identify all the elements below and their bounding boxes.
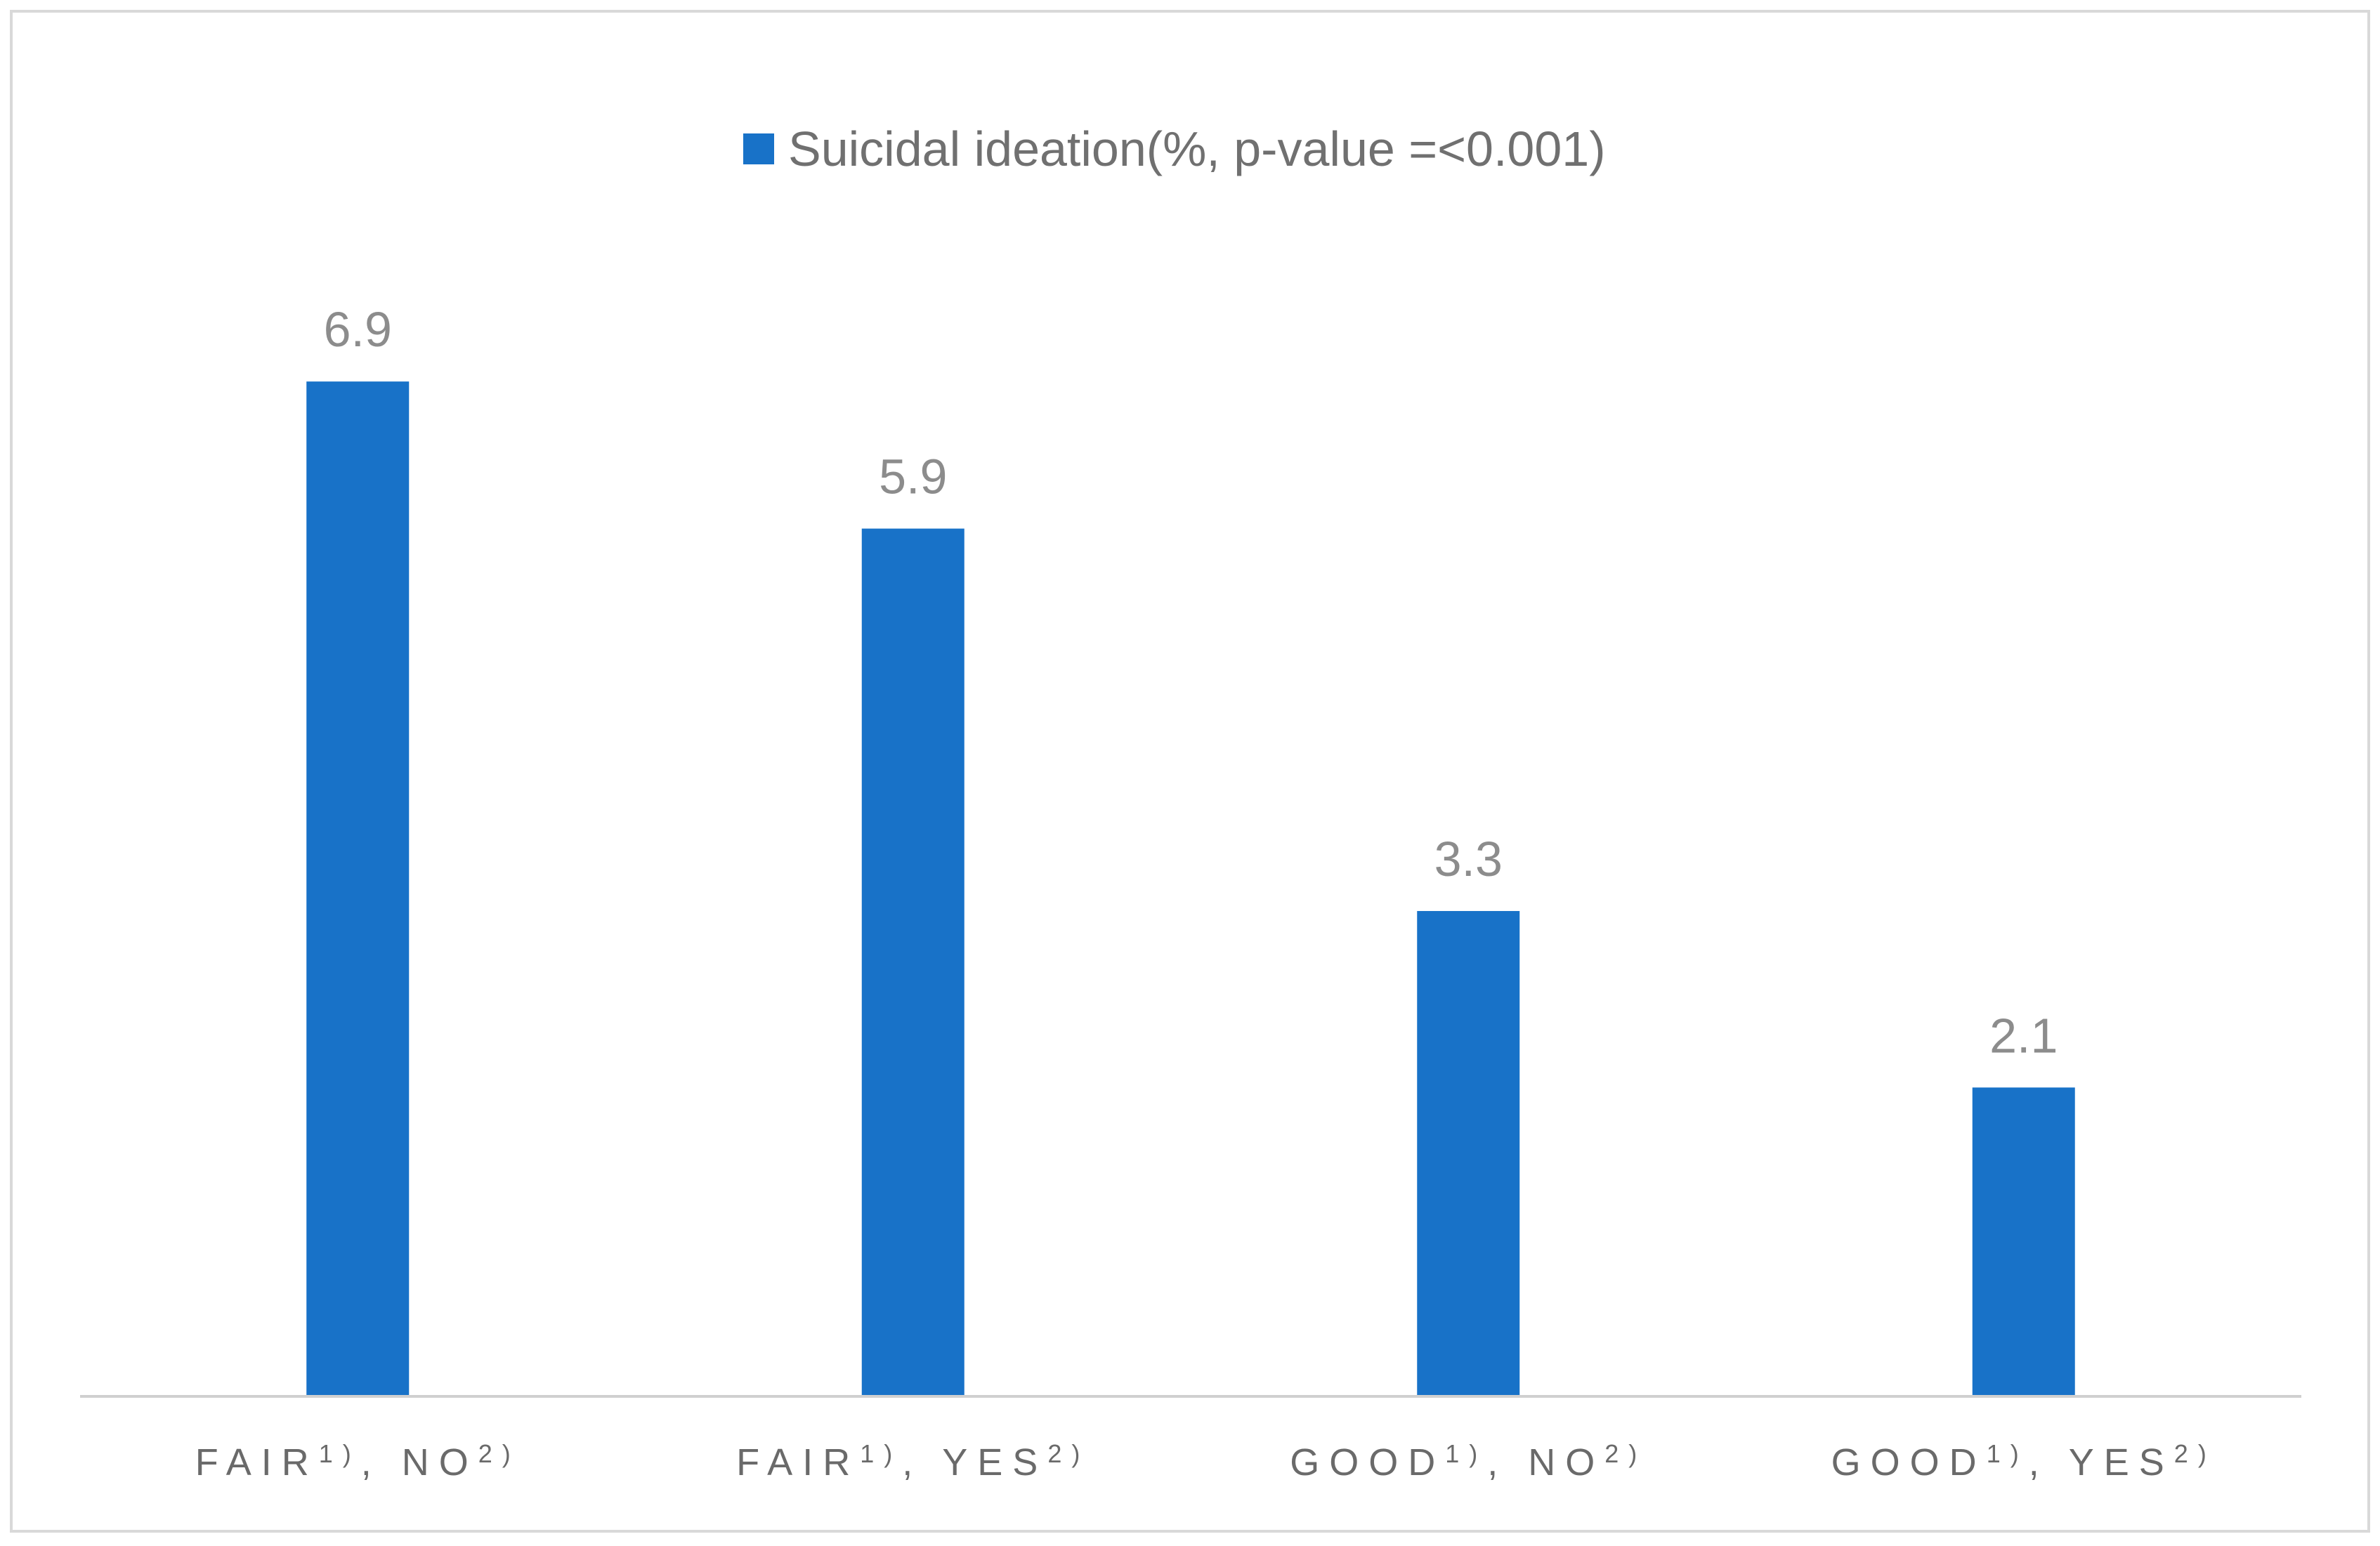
x-tick-label-4-sep: , <box>2029 1441 2069 1483</box>
legend: Suicidal ideation(%, p-value =<0.001) <box>743 122 1606 176</box>
data-label-3: 3.3 <box>1434 832 1503 886</box>
x-tick-label-1-sep: , <box>361 1441 402 1483</box>
x-tick-label-2: FAIR1), YES2) <box>736 1439 1090 1483</box>
bar-4 <box>1972 1087 2075 1396</box>
legend-label: Suicidal ideation(%, p-value =<0.001) <box>788 122 1606 176</box>
x-tick-label-3-label: GOOD <box>1290 1441 1445 1483</box>
x-tick-label-1-sup2: 2) <box>478 1439 521 1468</box>
bar-2 <box>861 528 965 1396</box>
bar-3 <box>1417 910 1520 1396</box>
x-tick-label-2-label: FAIR <box>736 1441 860 1483</box>
x-tick-label-3-label2: NO <box>1528 1441 1604 1483</box>
bars-group <box>306 381 2075 1396</box>
x-tick-label-1-label2: NO <box>402 1441 478 1483</box>
bar-1 <box>306 381 410 1396</box>
x-tick-label-1: FAIR1), NO2) <box>195 1439 521 1483</box>
x-tick-label-3-sup1: 1) <box>1445 1439 1487 1468</box>
data-label-2: 5.9 <box>879 450 947 504</box>
x-tick-label-3: GOOD1), NO2) <box>1290 1439 1647 1483</box>
x-tick-label-4-label2: YES <box>2069 1441 2174 1483</box>
x-tick-label-2-sep: , <box>902 1441 942 1483</box>
x-tick-label-4-sup1: 1) <box>1987 1439 2029 1468</box>
x-tick-label-2-sup1: 1) <box>860 1439 902 1468</box>
x-tick-label-3-sup2: 2) <box>1604 1439 1647 1468</box>
x-tick-label-1-sup1: 1) <box>319 1439 361 1468</box>
x-tick-label-4-sup2: 2) <box>2174 1439 2216 1468</box>
x-tick-label-1-label: FAIR <box>195 1441 319 1483</box>
data-label-1: 6.9 <box>324 302 392 357</box>
x-tick-label-4-label: GOOD <box>1831 1441 1987 1483</box>
data-labels-group: 6.9 5.9 3.3 2.1 <box>324 302 2058 1063</box>
legend-swatch <box>743 133 774 164</box>
x-tick-label-3-sep: , <box>1487 1441 1528 1483</box>
data-label-4: 2.1 <box>1989 1008 2058 1063</box>
x-tick-labels-group: FAIR1), NO2) FAIR1), YES2) GOOD1), NO2) GOO… <box>195 1439 2216 1483</box>
x-tick-label-4: GOOD1), YES2) <box>1831 1439 2216 1483</box>
x-tick-label-2-label2: YES <box>942 1441 1047 1483</box>
x-tick-label-2-sup2: 2) <box>1047 1439 1090 1468</box>
